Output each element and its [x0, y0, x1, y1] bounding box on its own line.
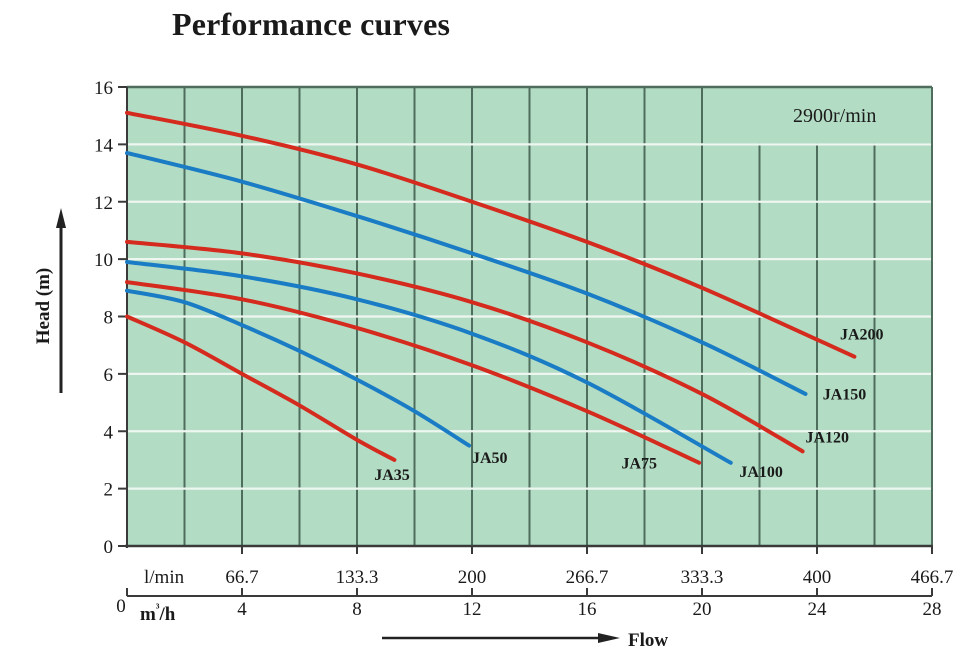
x-axis-title-group: Flow [382, 630, 668, 651]
x-tick-label-m3h: 12 [463, 599, 482, 620]
x-tick-label-lmin: 66.7 [225, 567, 258, 588]
x-axis-ticks: 66.7 133.3 200 266.7 333.3 400 466.7 0 4 8 12 16 20 2… [116, 546, 953, 620]
curve-ja100 [125, 259, 733, 465]
curve-ja35 [125, 314, 397, 462]
x-axis-title: Flow [628, 630, 668, 651]
chart-title: Performance curves [172, 6, 451, 42]
x-tick-label-lmin: 400 [803, 567, 832, 588]
x-tick-label-lmin: 333.3 [681, 567, 724, 588]
x-tick-label-m3h: 0 [116, 596, 126, 617]
y-tick-label: 12 [94, 193, 113, 214]
x-tick-label-m3h: 28 [923, 599, 942, 620]
rpm-label-backdrop [703, 88, 931, 144]
x-axis-arrow-head [598, 633, 620, 643]
y-tick-label: 2 [104, 480, 114, 501]
curve-label-ja120: JA120 [806, 430, 850, 447]
curve-ja150 [125, 150, 808, 396]
x-tick-label-lmin: 266.7 [566, 567, 609, 588]
y-axis-ticks: 0 2 4 6 8 10 12 14 16 [94, 78, 127, 558]
x-tick-label-m3h: 20 [693, 599, 712, 620]
x-tick-label-lmin: 133.3 [336, 567, 379, 588]
rpm-annotation: 2900r/min [793, 105, 876, 127]
y-axis-title: Head (m) [33, 268, 54, 345]
y-axis-title-group: Head (m) [33, 208, 66, 393]
curve-labels: JA35 JA50 JA75 JA100 JA120 JA150 JA200 [374, 326, 883, 484]
y-tick-label: 6 [104, 365, 114, 386]
curve-label-ja200: JA200 [840, 326, 884, 343]
curve-label-ja100: JA100 [739, 464, 783, 481]
x-tick-label-m3h: 16 [578, 599, 597, 620]
curve-ja200 [125, 110, 857, 359]
axes [125, 85, 933, 597]
curve-label-ja150: JA150 [823, 387, 867, 404]
curve-ja50 [125, 288, 472, 448]
x-tick-label-lmin: 200 [458, 567, 487, 588]
curve-ja120 [125, 239, 805, 454]
y-tick-label: 14 [94, 135, 114, 156]
curve-ja75 [125, 280, 702, 465]
horizontal-gridlines [127, 143, 932, 490]
y-tick-label: 10 [94, 250, 113, 271]
curve-label-ja75: JA75 [622, 456, 658, 473]
x-unit-lmin: l/min [144, 567, 185, 588]
x-tick-label-m3h: 24 [808, 599, 828, 620]
y-tick-label: 4 [104, 422, 114, 443]
x-unit-m3h: m³/h [140, 601, 176, 625]
x-tick-label-m3h: 8 [352, 599, 362, 620]
curve-label-ja50: JA50 [472, 450, 508, 467]
series-group [125, 110, 857, 465]
curve-label-ja35: JA35 [374, 467, 410, 484]
y-tick-label: 16 [94, 78, 113, 99]
y-tick-label: 0 [104, 537, 114, 558]
x-tick-label-m3h: 4 [237, 599, 247, 620]
y-axis-arrow-head [56, 208, 66, 228]
x-tick-label-lmin: 466.7 [911, 567, 954, 588]
y-tick-label: 8 [104, 308, 114, 329]
